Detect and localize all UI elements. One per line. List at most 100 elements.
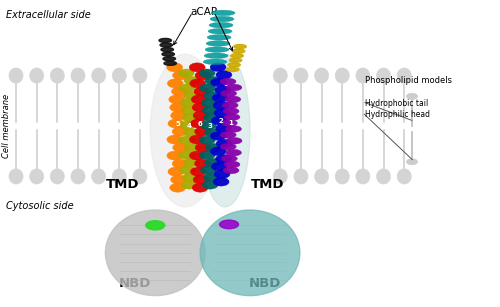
Ellipse shape xyxy=(170,183,186,192)
Ellipse shape xyxy=(150,54,220,207)
Ellipse shape xyxy=(71,68,85,83)
Ellipse shape xyxy=(222,120,238,126)
Ellipse shape xyxy=(406,93,418,99)
Ellipse shape xyxy=(184,158,200,167)
Ellipse shape xyxy=(213,101,229,110)
Ellipse shape xyxy=(214,170,230,178)
Ellipse shape xyxy=(194,87,210,96)
Ellipse shape xyxy=(212,93,228,102)
Ellipse shape xyxy=(50,169,64,184)
Ellipse shape xyxy=(92,68,106,83)
Ellipse shape xyxy=(201,99,217,107)
Ellipse shape xyxy=(203,114,219,122)
Ellipse shape xyxy=(356,68,370,83)
Ellipse shape xyxy=(9,169,23,184)
Ellipse shape xyxy=(200,121,216,130)
Ellipse shape xyxy=(220,90,236,97)
Ellipse shape xyxy=(172,87,188,96)
Text: NBD: NBD xyxy=(249,278,281,290)
Ellipse shape xyxy=(194,159,210,168)
Ellipse shape xyxy=(220,78,236,85)
Ellipse shape xyxy=(161,48,173,52)
Ellipse shape xyxy=(172,159,188,168)
Ellipse shape xyxy=(314,169,328,184)
Ellipse shape xyxy=(167,151,183,160)
Ellipse shape xyxy=(200,151,215,159)
Ellipse shape xyxy=(212,116,228,125)
Ellipse shape xyxy=(206,41,230,46)
Ellipse shape xyxy=(181,181,197,189)
Ellipse shape xyxy=(207,35,231,40)
Text: Extracellular side: Extracellular side xyxy=(6,10,90,20)
Ellipse shape xyxy=(234,45,246,49)
Ellipse shape xyxy=(190,119,206,128)
Ellipse shape xyxy=(223,108,239,115)
Ellipse shape xyxy=(184,129,200,137)
Text: TMD: TMD xyxy=(106,178,140,191)
Ellipse shape xyxy=(162,52,174,56)
Ellipse shape xyxy=(406,159,418,165)
Ellipse shape xyxy=(224,114,240,120)
Ellipse shape xyxy=(169,95,185,104)
Ellipse shape xyxy=(209,22,233,28)
Ellipse shape xyxy=(335,68,349,83)
Ellipse shape xyxy=(199,69,215,77)
Ellipse shape xyxy=(226,68,239,72)
Text: aCAP: aCAP xyxy=(190,7,218,17)
Text: 4: 4 xyxy=(186,123,192,129)
Ellipse shape xyxy=(30,169,44,184)
Text: 2: 2 xyxy=(218,119,224,124)
Ellipse shape xyxy=(212,162,228,171)
Ellipse shape xyxy=(205,47,229,52)
Ellipse shape xyxy=(180,99,196,107)
Ellipse shape xyxy=(205,76,221,85)
Ellipse shape xyxy=(210,16,234,22)
Ellipse shape xyxy=(376,169,390,184)
Ellipse shape xyxy=(294,68,308,83)
Ellipse shape xyxy=(273,68,287,83)
Ellipse shape xyxy=(133,68,147,83)
Ellipse shape xyxy=(216,154,232,163)
Ellipse shape xyxy=(183,91,199,100)
Ellipse shape xyxy=(112,169,126,184)
Ellipse shape xyxy=(335,169,349,184)
Text: 3: 3 xyxy=(208,123,212,129)
Ellipse shape xyxy=(193,175,209,184)
Ellipse shape xyxy=(184,76,200,85)
Ellipse shape xyxy=(146,221,165,230)
Text: 6: 6 xyxy=(198,122,202,127)
Ellipse shape xyxy=(106,210,205,296)
Ellipse shape xyxy=(192,103,208,112)
Ellipse shape xyxy=(163,57,175,61)
Ellipse shape xyxy=(210,147,226,155)
Text: Cell membrane: Cell membrane xyxy=(2,94,11,158)
Ellipse shape xyxy=(190,79,206,88)
Ellipse shape xyxy=(204,91,220,100)
Ellipse shape xyxy=(194,127,210,136)
Ellipse shape xyxy=(193,111,209,120)
Ellipse shape xyxy=(222,155,238,162)
Ellipse shape xyxy=(273,169,287,184)
Ellipse shape xyxy=(191,95,207,104)
Ellipse shape xyxy=(220,143,236,150)
Ellipse shape xyxy=(215,86,231,94)
Ellipse shape xyxy=(172,143,188,152)
Ellipse shape xyxy=(222,102,238,109)
Ellipse shape xyxy=(224,161,240,168)
Ellipse shape xyxy=(92,169,106,184)
Ellipse shape xyxy=(112,68,126,83)
Ellipse shape xyxy=(210,63,226,72)
Ellipse shape xyxy=(232,49,245,53)
Ellipse shape xyxy=(168,79,184,88)
Ellipse shape xyxy=(195,71,211,80)
Ellipse shape xyxy=(190,151,206,160)
Ellipse shape xyxy=(211,10,235,16)
Ellipse shape xyxy=(192,183,208,192)
Text: 1: 1 xyxy=(228,120,234,126)
Ellipse shape xyxy=(294,169,308,184)
Ellipse shape xyxy=(204,53,228,58)
Ellipse shape xyxy=(170,111,186,120)
Ellipse shape xyxy=(220,220,238,229)
Ellipse shape xyxy=(50,68,64,83)
Ellipse shape xyxy=(200,54,250,207)
